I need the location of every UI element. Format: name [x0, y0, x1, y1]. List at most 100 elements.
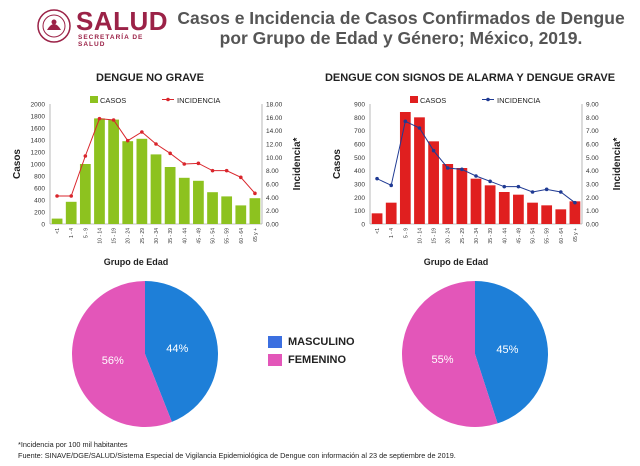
legend-incidencia-marker: [166, 97, 170, 102]
y-tick-label: 700: [354, 128, 365, 135]
legend-incidencia-label: INCIDENCIA: [177, 96, 220, 105]
pie-chart-alarma-grave: 45% 55%: [401, 281, 548, 427]
incidencia-point-11: [196, 161, 201, 166]
bar-13: [221, 196, 233, 224]
y2-tick-label: 16.00: [266, 115, 283, 122]
y2-axis-title: Incidencia*: [292, 138, 303, 191]
y2-tick-label: 5.00: [586, 155, 599, 162]
y2-tick-label: 2.00: [586, 195, 599, 202]
x-tick-label: 40 - 44: [182, 228, 188, 244]
incidencia-point-9: [168, 151, 172, 156]
y2-tick-label: 2.00: [266, 208, 279, 215]
bar-11: [193, 180, 204, 224]
x-tick-label: 1 - 4: [69, 228, 75, 238]
bar-1: [51, 218, 63, 224]
bar-5: [428, 141, 439, 224]
y2-axis-title: Incidencia*: [612, 138, 623, 191]
pie-slice-1: [475, 281, 548, 424]
y-tick-label: 0: [361, 222, 365, 229]
pie-label-1: 44%: [166, 343, 188, 355]
incidencia-point-15: [253, 191, 257, 196]
incidencia-point-7: [140, 130, 144, 134]
y2-tick-label: 14.00: [266, 128, 283, 135]
y2-tick-label: 8.00: [266, 168, 279, 175]
y2-tick-label: 0.00: [586, 222, 599, 229]
bar-3: [399, 112, 411, 224]
y2-tick-label: 0.00: [266, 222, 279, 229]
incidencia-point-14: [559, 190, 563, 194]
incidencia-point-8: [154, 142, 158, 146]
y2-tick-label: 12.00: [266, 142, 283, 149]
bar-13: [541, 205, 553, 224]
y2-tick-label: 4.00: [266, 195, 279, 202]
legend-item-male: MASCULINO: [268, 336, 355, 348]
male-swatch: [268, 336, 282, 348]
incidencia-point-5: [431, 148, 436, 153]
y2-tick-label: 1.00: [586, 208, 599, 215]
y-tick-label: 400: [34, 198, 45, 205]
y-tick-label: 2000: [31, 102, 46, 109]
x-tick-label: 5 - 9: [83, 228, 89, 238]
incidencia-point-13: [224, 168, 229, 173]
x-tick-label: 35 - 39: [488, 228, 494, 244]
incidencia-point-2: [69, 194, 73, 198]
bar-4: [94, 118, 105, 224]
x-tick-label: 50 - 54: [531, 228, 537, 244]
x-tick-label: 1 - 4: [389, 228, 395, 238]
y-tick-label: 900: [354, 102, 365, 109]
incidencia-point-9: [488, 179, 492, 184]
coat-of-arms-icon: [37, 9, 71, 43]
y-tick-label: 1000: [31, 162, 46, 169]
incidencia-point-4: [417, 126, 422, 130]
incidencia-point-8: [474, 174, 478, 178]
x-tick-label: 20 - 24: [446, 228, 452, 244]
y-tick-label: 1400: [31, 138, 46, 145]
bar-5: [108, 119, 119, 224]
incidencia-point-13: [544, 187, 549, 192]
bar-15: [569, 201, 581, 224]
pie-label-1: 45%: [496, 344, 518, 356]
bar-12: [207, 192, 218, 224]
chart-alarma-grave: CASOS INCIDENCIA 0 100 200 300 400 500 600 700 800…: [332, 96, 623, 267]
incidencia-point-10: [502, 184, 507, 189]
x-tick-label: 65 y +: [573, 228, 579, 242]
bar-12: [527, 202, 538, 224]
pie-slice-1: [145, 281, 219, 422]
y2-tick-label: 7.00: [586, 128, 599, 135]
logo-subtitle: SECRETARÍA DE SALUD: [78, 34, 144, 48]
x-tick-label: 10 - 14: [97, 228, 103, 244]
female-label: FEMENINO: [288, 354, 347, 366]
bar-6: [442, 164, 454, 224]
x-axis-title: Grupo de Edad: [104, 257, 169, 267]
x-tick-label: 30 - 34: [474, 228, 480, 244]
pie-slice-2: [72, 281, 172, 427]
bar-10: [178, 177, 190, 224]
y2-tick-label: 10.00: [266, 155, 283, 162]
x-tick-label: 45 - 49: [516, 228, 522, 244]
bar-7: [136, 138, 148, 224]
bar-2: [65, 201, 77, 224]
y2-tick-label: 3.00: [586, 182, 599, 189]
y-tick-label: 400: [354, 168, 365, 175]
y2-tick-label: 18.00: [266, 102, 283, 109]
x-tick-label: 35 - 39: [168, 228, 174, 244]
x-tick-label: 20 - 24: [126, 228, 132, 244]
bar-4: [414, 117, 425, 224]
legend-incidencia-label: INCIDENCIA: [497, 96, 540, 105]
incidencia-point-12: [210, 168, 215, 173]
y-tick-label: 600: [34, 186, 45, 193]
chart-2-title: DENGUE CON SIGNOS DE ALARMA Y DENGUE GRA…: [324, 72, 616, 84]
female-swatch: [268, 354, 282, 366]
gender-legend: MASCULINO FEMENINO: [268, 336, 355, 372]
y-tick-label: 600: [354, 142, 365, 149]
y2-tick-label: 9.00: [586, 102, 599, 109]
source-note: Fuente: SINAVE/DGE/SALUD/Sistema Especia…: [18, 451, 456, 460]
incidencia-point-6: [125, 138, 130, 143]
incidencia-point-10: [182, 162, 187, 166]
pie-slice-2: [401, 281, 498, 427]
x-tick-label: 55 - 59: [545, 228, 551, 244]
bar-6: [122, 141, 134, 224]
x-tick-label: 15 - 19: [432, 228, 438, 244]
title-line-2: por Grupo de Edad y Género; México, 2019…: [219, 28, 583, 48]
y-tick-label: 0: [41, 222, 45, 229]
